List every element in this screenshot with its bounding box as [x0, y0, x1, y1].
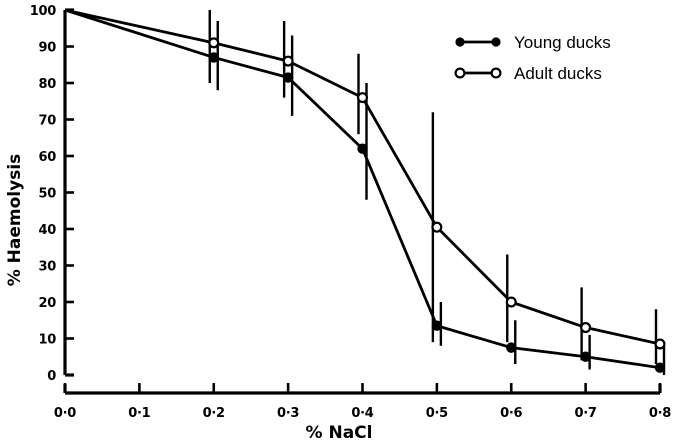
data-point-marker: [208, 37, 220, 49]
y-axis-tick-label: 70: [39, 114, 57, 129]
x-axis-ticks: [63, 383, 662, 393]
x-axis-tick-label: 0·6: [500, 406, 522, 421]
x-axis-tick-label: 0·5: [426, 406, 448, 421]
y-axis-tick-labels: 0 10 20 30 40 50 60 70 80 90 100: [30, 4, 57, 384]
data-point-marker: [580, 351, 591, 362]
y-axis-tick-label: 80: [39, 77, 57, 92]
data-point-marker: [431, 320, 443, 331]
data-point-marker: [282, 72, 294, 83]
data-point-marker: [431, 221, 443, 233]
y-axis-tick-label: 30: [39, 260, 57, 275]
series-line: [64, 8, 661, 346]
data-point-marker: [208, 52, 219, 63]
chart-legend: Young ducks Adult ducks: [454, 33, 611, 83]
legend-marker: [455, 37, 465, 47]
data-point-marker: [654, 362, 666, 373]
legend-marker: [491, 37, 501, 47]
x-axis-tick-label: 0·3: [277, 406, 299, 421]
data-point-marker: [580, 322, 592, 334]
x-axis-tick-label: 0·7: [575, 406, 597, 421]
legend-marker: [454, 67, 466, 79]
series-lines: [64, 8, 661, 370]
legend-label: Adult ducks: [514, 64, 602, 83]
y-axis-tick-label: 50: [39, 187, 57, 202]
y-axis-title: % Haemolysis: [5, 154, 25, 287]
legend-marker: [490, 67, 502, 79]
x-axis-tick-label: 0·0: [54, 406, 76, 421]
legend-label: Young ducks: [514, 33, 611, 52]
y-axis-tick-label: 90: [39, 41, 57, 56]
x-axis-tick-labels: 0·0 0·1 0·2 0·3 0·4 0·5 0·6 0·7 0·8: [54, 406, 672, 421]
data-point-marker: [357, 143, 368, 154]
x-axis-tick-label: 0·8: [649, 406, 671, 421]
x-axis-tick-label: 0·1: [128, 406, 150, 421]
data-point-marker: [506, 342, 517, 353]
y-axis-tick-label: 60: [39, 150, 57, 165]
y-axis-tick-label: 10: [39, 333, 57, 348]
y-axis-tick-label: 40: [39, 223, 57, 238]
x-axis-tick-label: 0·4: [351, 406, 373, 421]
y-axis-tick-label: 20: [39, 296, 57, 311]
y-axis-tick-label: 0: [47, 369, 56, 384]
series-line: [64, 8, 661, 370]
data-point-marker: [357, 92, 369, 104]
data-point-marker: [282, 55, 294, 67]
x-axis-tick-label: 0·2: [203, 406, 225, 421]
series-markers: [208, 37, 666, 373]
data-point-marker: [654, 338, 666, 350]
y-axis-tick-label: 100: [30, 4, 56, 19]
data-point-marker: [505, 296, 517, 308]
x-axis-title: % NaCl: [306, 423, 373, 443]
